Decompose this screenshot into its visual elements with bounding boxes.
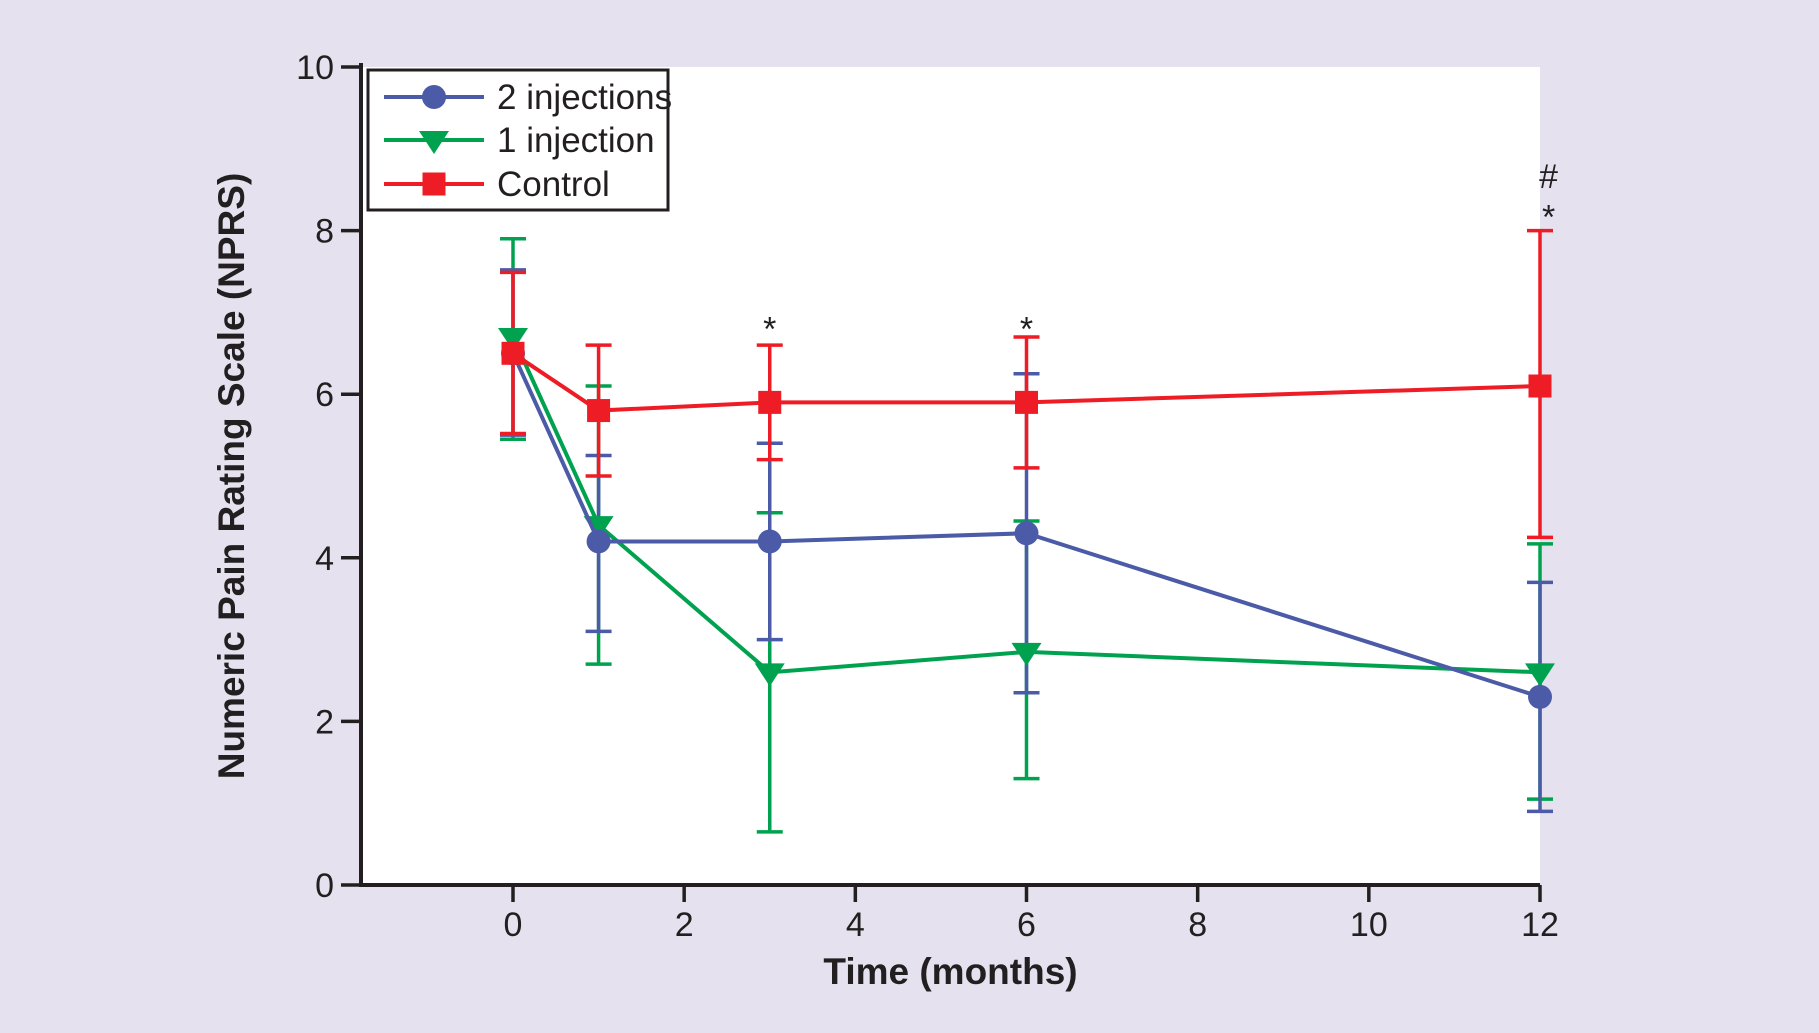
x-tick-label: 8 bbox=[1188, 906, 1207, 944]
x-tick-label: 12 bbox=[1521, 906, 1559, 944]
x-tick-label: 2 bbox=[675, 906, 694, 944]
series-2-injections bbox=[501, 341, 1552, 709]
legend-item-control: Control bbox=[384, 165, 610, 204]
legend-triangle-marker-icon bbox=[419, 131, 449, 154]
data-point-marker bbox=[1014, 521, 1039, 546]
data-point-marker bbox=[1528, 374, 1552, 398]
annotations: * *#* bbox=[763, 158, 1558, 349]
tick-labels: 0 2 4 6 8 10 12 0 2 4 6 8 10 bbox=[296, 49, 1559, 944]
y-tick-label: 4 bbox=[315, 540, 334, 578]
data-point-marker bbox=[754, 663, 785, 687]
data-point-marker bbox=[758, 390, 782, 414]
data-point-marker bbox=[1011, 642, 1042, 666]
y-tick-label: 6 bbox=[315, 376, 334, 414]
x-tick-label: 0 bbox=[504, 906, 523, 944]
y-tick-label: 8 bbox=[315, 213, 334, 251]
data-point-marker bbox=[1015, 390, 1038, 414]
data-point-marker bbox=[498, 327, 528, 351]
legend-item-1-injection: 1 injection bbox=[384, 121, 655, 160]
data-point-marker bbox=[757, 529, 782, 554]
ticks bbox=[341, 65, 1542, 902]
legend: 2 injections 1 injection Control bbox=[366, 68, 672, 212]
legend-label: 1 injection bbox=[497, 121, 655, 160]
significance-marker: * bbox=[1020, 311, 1033, 349]
data-point-marker bbox=[501, 341, 525, 365]
significance-marker: # bbox=[1539, 158, 1558, 196]
significance-marker: * bbox=[763, 311, 776, 349]
y-axis-title: Numeric Pain Rating Scale (NPRS) bbox=[211, 173, 252, 780]
y-tick-label: 2 bbox=[315, 703, 334, 741]
data-point-marker bbox=[586, 529, 611, 554]
legend-square-marker-icon bbox=[422, 172, 446, 196]
data-point-marker bbox=[587, 399, 611, 423]
significance-marker: * bbox=[1542, 199, 1555, 237]
x-tick-label: 6 bbox=[1017, 906, 1036, 944]
x-tick-label: 4 bbox=[846, 906, 865, 944]
y-tick-label: 0 bbox=[315, 867, 334, 905]
legend-circle-marker-icon bbox=[422, 85, 446, 109]
axes bbox=[359, 63, 1540, 887]
y-tick-label: 10 bbox=[296, 49, 334, 87]
data-point-marker bbox=[1528, 684, 1552, 709]
x-tick-label: 10 bbox=[1350, 906, 1388, 944]
legend-label: Control bbox=[497, 165, 610, 204]
series-control bbox=[501, 341, 1552, 423]
legend-item-2-injections: 2 injections bbox=[384, 78, 672, 117]
legend-label: 2 injections bbox=[497, 78, 672, 117]
data-point-marker bbox=[1525, 663, 1555, 687]
x-axis-title: Time (months) bbox=[823, 951, 1077, 992]
